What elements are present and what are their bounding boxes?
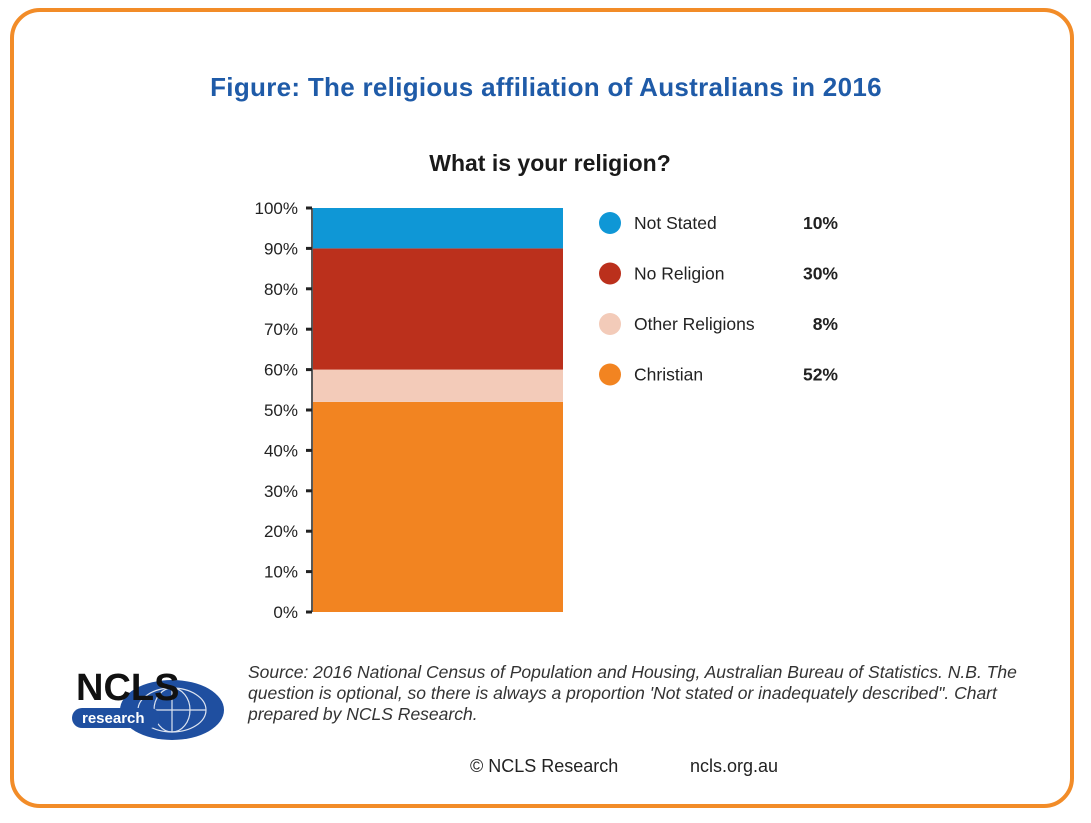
y-tick-label: 20% bbox=[264, 522, 298, 541]
y-tick-label: 90% bbox=[264, 239, 298, 258]
legend-swatch bbox=[599, 313, 621, 335]
ncls-logo: NCLS research bbox=[60, 664, 240, 744]
y-tick-label: 10% bbox=[264, 563, 298, 582]
y-tick-label: 30% bbox=[264, 482, 298, 501]
bar-segment-not-stated bbox=[313, 208, 563, 249]
bar-segment-no-religion bbox=[313, 248, 563, 370]
figure-title: Figure: The religious affiliation of Aus… bbox=[210, 72, 882, 102]
legend-label: Other Religions bbox=[634, 314, 755, 334]
y-tick-label: 80% bbox=[264, 280, 298, 299]
legend-label: Christian bbox=[634, 365, 703, 385]
legend-label: No Religion bbox=[634, 264, 724, 284]
y-tick-label: 0% bbox=[273, 603, 298, 622]
footer-url[interactable]: ncls.org.au bbox=[690, 756, 779, 776]
legend-value: 30% bbox=[803, 264, 838, 284]
bar-segment-christian bbox=[313, 401, 563, 612]
legend-swatch bbox=[599, 262, 621, 285]
y-tick-label: 70% bbox=[264, 320, 298, 339]
y-tick-label: 40% bbox=[264, 441, 298, 460]
figure-frame: Figure: The religious affiliation of Aus… bbox=[10, 8, 1074, 808]
svg-text:NCLS: NCLS bbox=[76, 667, 179, 709]
source-note: Source: 2016 National Census of Populati… bbox=[248, 662, 1017, 724]
legend-value: 10% bbox=[803, 213, 838, 233]
legend-swatch bbox=[599, 212, 621, 234]
svg-text:research: research bbox=[82, 710, 145, 727]
bar-segment-other-religions bbox=[313, 369, 563, 402]
y-tick-label: 100% bbox=[255, 199, 298, 218]
legend-swatch bbox=[599, 363, 621, 386]
legend-label: Not Stated bbox=[634, 213, 717, 233]
legend-value: 52% bbox=[803, 365, 838, 385]
legend-value: 8% bbox=[813, 314, 839, 334]
chart-title: What is your religion? bbox=[429, 150, 671, 176]
y-tick-label: 60% bbox=[264, 361, 298, 380]
footer-copyright: © NCLS Research bbox=[470, 756, 619, 776]
y-tick-label: 50% bbox=[264, 401, 298, 420]
